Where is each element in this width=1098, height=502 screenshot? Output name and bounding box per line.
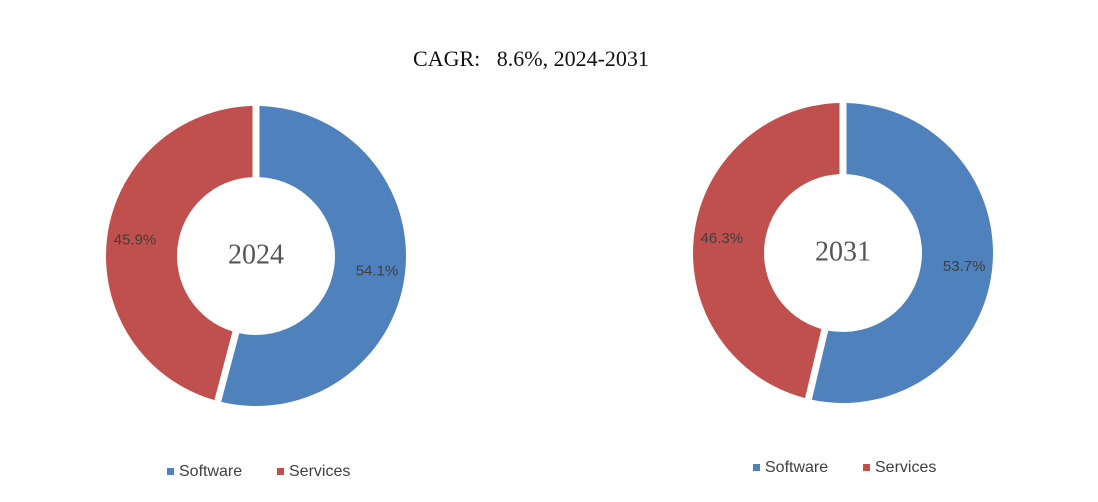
legend-label-services: Services (875, 459, 936, 476)
chart-title: CAGR: 8.6%, 2024-2031 (413, 46, 649, 71)
legend-swatch-software (753, 464, 760, 471)
data-label-services-2024: 45.9% (114, 231, 157, 248)
legend-item-services: Services (863, 459, 936, 476)
data-label-software-2024: 54.1% (356, 263, 399, 280)
donut-chart-2024: 54.1% 45.9% 2024 Software Services (106, 106, 407, 480)
legend-swatch-services (863, 464, 870, 471)
center-year-label: 2031 (815, 236, 871, 267)
data-label-services-2031: 46.3% (701, 230, 744, 247)
legend-swatch-software (167, 468, 174, 475)
slice-software-2024 (221, 106, 407, 406)
legend-label-software: Software (179, 463, 242, 480)
legend-label-software: Software (765, 459, 828, 476)
slice-services-2024 (106, 106, 253, 401)
slice-services-2031 (693, 103, 840, 399)
donut-chart-2031: 53.7% 46.3% 2031 Software Services (693, 103, 994, 476)
data-label-software-2031: 53.7% (943, 258, 986, 275)
legend-item-software: Software (753, 459, 828, 476)
legend-swatch-services (277, 468, 284, 475)
legend-label-services: Services (289, 463, 350, 480)
slice-software-2031 (811, 103, 994, 403)
legend-item-software: Software (167, 463, 242, 480)
center-year-label: 2024 (228, 239, 284, 270)
legend-item-services: Services (277, 463, 350, 480)
